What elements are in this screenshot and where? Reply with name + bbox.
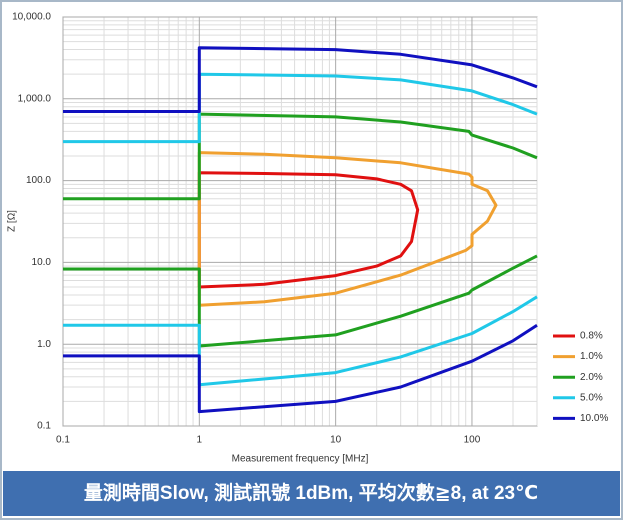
- series-line: [197, 171, 420, 289]
- y-tick-label: 10,000.0: [12, 12, 51, 23]
- x-tick-label: 100: [464, 435, 481, 446]
- series-line: [63, 46, 538, 414]
- legend-label: 10.0%: [580, 413, 608, 424]
- x-axis-label: Measurement frequency [MHz]: [232, 454, 369, 465]
- caption-band: [3, 471, 620, 516]
- legend-label: 1.0%: [580, 351, 603, 362]
- legend-label: 0.8%: [580, 331, 603, 342]
- y-tick-label: 10.0: [32, 257, 52, 268]
- caption: 量測時間Slow, 測試訊號 1dBm, 平均次數≧8, at 23℃: [84, 481, 538, 504]
- series-line: [197, 151, 498, 307]
- series-line: [63, 112, 538, 348]
- y-tick-label: 100.0: [26, 175, 51, 186]
- y-axis-label: Z [Ω]: [7, 210, 18, 232]
- series-line: [63, 72, 538, 387]
- x-tick-label: 10: [330, 435, 342, 446]
- x-tick-label: 1: [197, 435, 203, 446]
- y-tick-label: 1,000.0: [18, 93, 52, 104]
- y-tick-label: 0.1: [37, 421, 51, 432]
- x-tick-label: 0.1: [56, 435, 70, 446]
- y-tick-label: 1.0: [37, 339, 51, 350]
- legend-label: 5.0%: [580, 392, 603, 403]
- legend-label: 2.0%: [580, 372, 603, 383]
